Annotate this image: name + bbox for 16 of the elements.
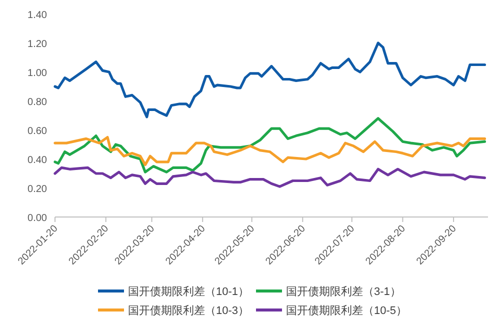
legend-label: 国开债期限利差（10-5） [286, 304, 408, 317]
line-series [54, 166, 486, 188]
y-tick-label: 0.40 [28, 155, 48, 166]
line-series [54, 42, 486, 118]
y-tick-label: 0.20 [28, 184, 48, 195]
y-tick-label: 0.00 [28, 213, 48, 224]
y-tick-label: 0.60 [28, 126, 48, 137]
line-series [54, 117, 486, 174]
y-tick-label: 1.40 [28, 10, 48, 21]
legend-label: 国开债期限利差（3-1） [286, 285, 401, 298]
y-tick-label: 1.20 [28, 39, 48, 50]
line-series [54, 136, 486, 166]
y-tick-label: 1.00 [28, 68, 48, 79]
legend-label: 国开债期限利差（10-3） [128, 304, 250, 317]
y-tick-label: 0.80 [28, 97, 48, 108]
legend-label: 国开债期限利差（10-1） [128, 285, 250, 298]
